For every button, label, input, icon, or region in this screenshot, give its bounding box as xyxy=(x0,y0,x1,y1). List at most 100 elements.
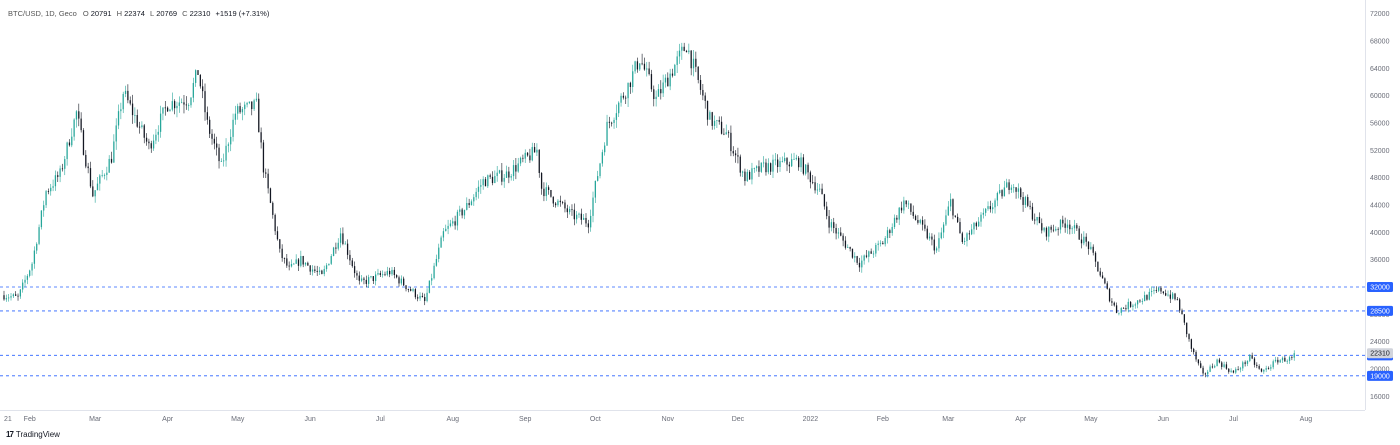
candle-down xyxy=(667,77,669,87)
price-tick-label: 24000 xyxy=(1370,339,1390,346)
candle-down xyxy=(912,211,914,216)
candle-down xyxy=(218,147,220,162)
candle-down xyxy=(1015,187,1017,192)
candle-down xyxy=(833,222,835,228)
candle-up xyxy=(477,186,480,192)
candle-down xyxy=(87,166,89,169)
price-axis[interactable]: 1600020000240002800032000360004000044000… xyxy=(1370,11,1390,401)
candle-up xyxy=(510,176,512,178)
candle-down xyxy=(1211,366,1214,368)
candle-up xyxy=(779,161,781,167)
candle-up xyxy=(295,259,297,264)
candle-up xyxy=(992,207,994,210)
tradingview-brand[interactable]: 17 TradingView xyxy=(6,430,60,439)
candle-down xyxy=(468,203,470,206)
candle-up xyxy=(386,270,388,275)
candle-up xyxy=(246,102,248,105)
candle-down xyxy=(765,162,767,173)
candle-up xyxy=(1083,236,1085,244)
candle-down xyxy=(288,265,290,267)
candle-down xyxy=(956,216,959,223)
candle-up xyxy=(751,168,753,180)
candle-up xyxy=(5,298,7,300)
candle-down xyxy=(1160,287,1162,292)
candle-down xyxy=(260,132,262,143)
candle-up xyxy=(494,176,496,184)
candle-up xyxy=(536,149,538,153)
candle-up xyxy=(180,102,183,104)
candle-down xyxy=(1200,363,1202,368)
candle-up xyxy=(391,269,393,275)
candle-up xyxy=(978,221,980,227)
candle-up xyxy=(237,106,239,114)
candle-down xyxy=(302,256,304,265)
candle-up xyxy=(19,289,22,297)
candle-up xyxy=(169,109,171,112)
candle-up xyxy=(1246,360,1249,364)
candle-down xyxy=(786,158,788,165)
candle-down xyxy=(454,221,456,226)
time-axis[interactable]: 21 Feb Mar Apr May Jun Jul Aug Sep Oct Nov Dec 2022 F… xyxy=(4,416,1312,423)
candle-up xyxy=(330,256,332,264)
candle-down xyxy=(968,233,970,235)
time-tick-label: Jun xyxy=(1158,416,1169,423)
candle-down xyxy=(209,119,211,134)
candle-up xyxy=(22,282,24,290)
candle-up xyxy=(795,157,798,160)
candle-down xyxy=(274,214,276,232)
candle-down xyxy=(699,79,702,90)
candle-down xyxy=(849,247,851,249)
candle-up xyxy=(96,183,99,191)
candle-up xyxy=(1274,359,1277,362)
candle-up xyxy=(886,230,889,239)
price-tick-label: 48000 xyxy=(1370,175,1390,182)
candle-down xyxy=(744,171,746,182)
candle-up xyxy=(994,200,996,208)
candle-down xyxy=(732,151,734,154)
candle-up xyxy=(713,120,716,126)
candle-down xyxy=(489,175,491,177)
candle-down xyxy=(353,266,356,274)
candle-down xyxy=(1122,307,1125,309)
candle-up xyxy=(517,163,519,172)
candle-down xyxy=(809,172,812,183)
candle-up xyxy=(592,197,594,216)
candle-down xyxy=(802,157,805,174)
price-tick-label: 64000 xyxy=(1370,66,1390,73)
candle-down xyxy=(213,138,216,144)
candle-up xyxy=(120,109,122,112)
candle-down xyxy=(1106,283,1108,289)
open-value: 20791 xyxy=(90,9,112,18)
candle-up xyxy=(837,232,840,234)
last-price-badge-label: 22310 xyxy=(1370,351,1390,358)
candle-down xyxy=(1277,359,1279,363)
candle-up xyxy=(875,244,877,254)
candle-down xyxy=(526,152,529,156)
candle-up xyxy=(692,58,695,69)
candle-down xyxy=(828,216,830,228)
candle-up xyxy=(893,217,896,228)
candle-up xyxy=(627,82,629,99)
candle-up xyxy=(816,189,819,191)
candle-down xyxy=(1179,299,1181,311)
candle-up xyxy=(709,112,711,120)
candle-down xyxy=(807,164,809,173)
candle-down xyxy=(1085,236,1087,242)
candle-up xyxy=(304,262,307,265)
candle-down xyxy=(702,89,704,96)
candle-down xyxy=(900,207,903,211)
candle-up xyxy=(676,56,678,65)
price-badges: 3200028500220001900022310 xyxy=(1367,282,1393,381)
candle-down xyxy=(138,126,141,128)
price-tick-label: 52000 xyxy=(1370,148,1390,155)
candle-up xyxy=(949,199,952,207)
candle-down xyxy=(697,66,699,80)
candle-down xyxy=(68,142,71,146)
candle-up xyxy=(545,187,547,197)
candle-down xyxy=(307,262,309,266)
candle-down xyxy=(421,295,424,298)
candle-up xyxy=(599,163,601,177)
candle-down xyxy=(166,107,169,112)
candle-up xyxy=(819,188,821,190)
